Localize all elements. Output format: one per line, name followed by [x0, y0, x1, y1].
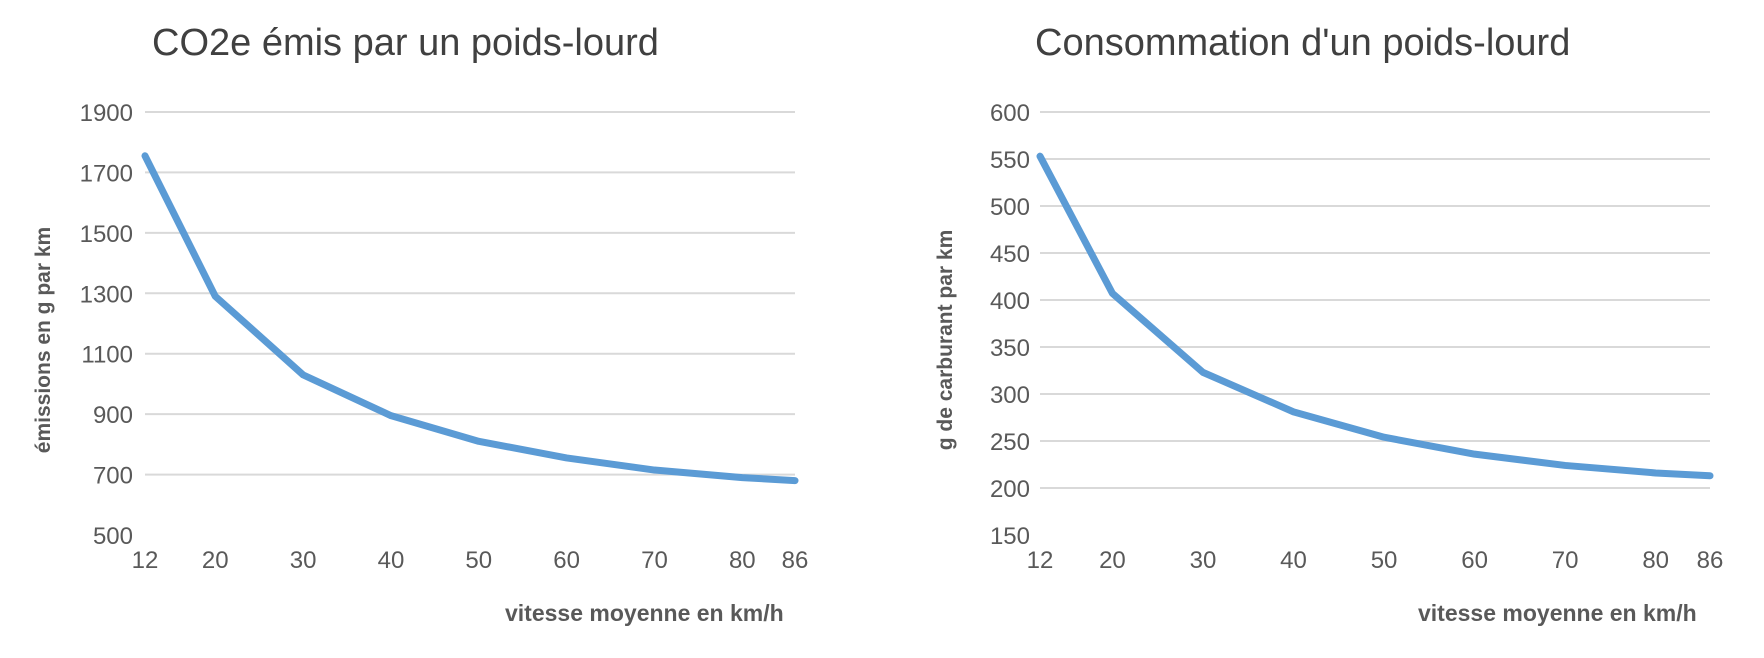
- x-tick-label: 30: [1190, 547, 1217, 574]
- plot-area: 500 700 900 1100 1300 1500 1700 1900 12 20 30 40 50 6…: [80, 100, 809, 574]
- x-tick-label: 40: [1280, 547, 1307, 574]
- x-tick-label: 80: [729, 547, 756, 574]
- x-tick-label: 86: [1697, 547, 1724, 574]
- x-tick-label: 12: [1027, 547, 1054, 574]
- x-tick-label: 60: [553, 547, 580, 574]
- plot-area: 150 200 250 300 350 400 450 500 550 600 12 20 30 40 50…: [990, 100, 1724, 574]
- y-tick-label: 1700: [80, 160, 133, 187]
- chart-co2: CO2e émis par un poids-lourd émissions e…: [0, 0, 880, 658]
- x-tick-label: 60: [1461, 547, 1488, 574]
- chart-title: CO2e émis par un poids-lourd: [152, 22, 659, 64]
- y-tick-label: 300: [990, 382, 1030, 409]
- y-tick-label: 350: [990, 335, 1030, 362]
- x-tick-label: 50: [1371, 547, 1398, 574]
- y-tick-label: 1900: [80, 100, 133, 127]
- y-tick-label: 900: [93, 402, 133, 429]
- y-tick-label: 550: [990, 147, 1030, 174]
- y-tick-label: 1300: [80, 281, 133, 308]
- x-tick-label: 20: [1099, 547, 1126, 574]
- x-tick-label: 80: [1642, 547, 1669, 574]
- x-axis-label: vitesse moyenne en km/h: [1418, 600, 1697, 626]
- x-tick-label: 30: [290, 547, 317, 574]
- x-axis-label: vitesse moyenne en km/h: [505, 600, 784, 626]
- series-line: [1036, 152, 1714, 480]
- x-tick-label: 12: [132, 547, 159, 574]
- y-tick-label: 500: [990, 194, 1030, 221]
- y-tick-label: 200: [990, 476, 1030, 503]
- chart-fuel: Consommation d'un poids-lourd g de carbu…: [880, 0, 1764, 658]
- y-tick-label: 500: [93, 523, 133, 550]
- x-tick-label: 70: [641, 547, 668, 574]
- x-tick-label: 50: [465, 547, 492, 574]
- x-tick-label: 70: [1552, 547, 1579, 574]
- y-tick-label: 1500: [80, 221, 133, 248]
- y-tick-label: 600: [990, 100, 1030, 127]
- chart-title: Consommation d'un poids-lourd: [1035, 22, 1571, 64]
- y-tick-label: 400: [990, 288, 1030, 315]
- x-tick-label: 20: [202, 547, 229, 574]
- y-tick-label: 700: [93, 463, 133, 490]
- y-tick-label: 250: [990, 429, 1030, 456]
- y-tick-label: 1100: [81, 342, 133, 369]
- x-tick-label: 86: [782, 547, 809, 574]
- y-tick-label: 450: [990, 241, 1030, 268]
- series-line: [141, 152, 799, 485]
- x-tick-label: 40: [378, 547, 405, 574]
- y-tick-label: 150: [990, 523, 1030, 550]
